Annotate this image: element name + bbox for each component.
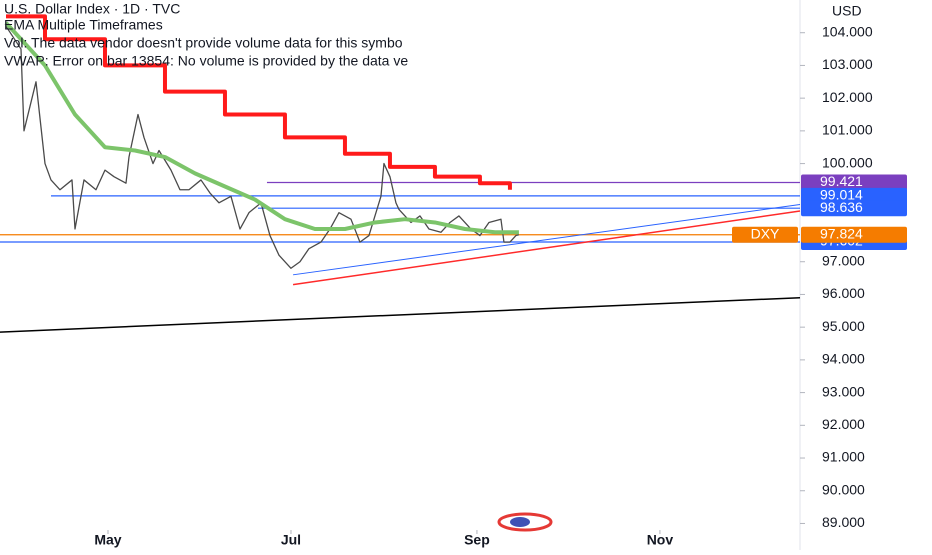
x-tick-label: Jul [281, 532, 301, 548]
y-tick-label: 89.000 [822, 514, 865, 530]
y-tick-label: 100.000 [822, 154, 873, 170]
series-line [292, 203, 801, 276]
symbol-label: DXY [751, 225, 780, 241]
price-label-box [801, 200, 907, 217]
series-line [292, 210, 801, 286]
price-label: 97.824 [820, 225, 863, 241]
y-tick-label: 94.000 [822, 351, 865, 367]
series-line [5, 14, 512, 190]
y-tick-label: 101.000 [822, 122, 873, 138]
series-line [0, 296, 801, 333]
y-tick-label: 91.000 [822, 449, 865, 465]
price-label: 99.014 [820, 187, 863, 203]
plot [0, 14, 801, 333]
y-tick-label: 92.000 [822, 416, 865, 432]
logo [497, 512, 553, 532]
y-tick-label: 90.000 [822, 481, 865, 497]
price-label-box [801, 187, 907, 204]
series-line [4, 21, 519, 235]
symbol-tag [732, 226, 798, 243]
x-tick-label: Sep [464, 532, 490, 548]
x-tick-label: Nov [647, 532, 674, 548]
y-tick-label: 104.000 [822, 23, 873, 39]
price-label: 99.421 [820, 173, 863, 189]
price-label: 98.636 [820, 199, 863, 215]
y-tick-label: 102.000 [822, 89, 873, 105]
x-tick-label: May [94, 532, 121, 548]
indicator: Vol: The data vendor doesn't provide vol… [4, 35, 403, 51]
y-tick-label: 103.000 [822, 56, 873, 72]
y-tick-label: 93.000 [822, 383, 865, 399]
indicator: VWAP: Error on bar 13854: No volume is p… [4, 53, 408, 69]
indicator: EMA Multiple Timeframes [4, 17, 163, 33]
series-line [5, 25, 520, 269]
price-label-box [801, 226, 907, 243]
price-label-box [801, 174, 907, 191]
currency: USD [832, 3, 862, 19]
chart-title: U.S. Dollar Index · 1D · TVC [4, 1, 180, 17]
y-tick-label: 95.000 [822, 318, 865, 334]
y-tick-label: 96.000 [822, 285, 865, 301]
y-tick-label: 97.000 [822, 252, 865, 268]
